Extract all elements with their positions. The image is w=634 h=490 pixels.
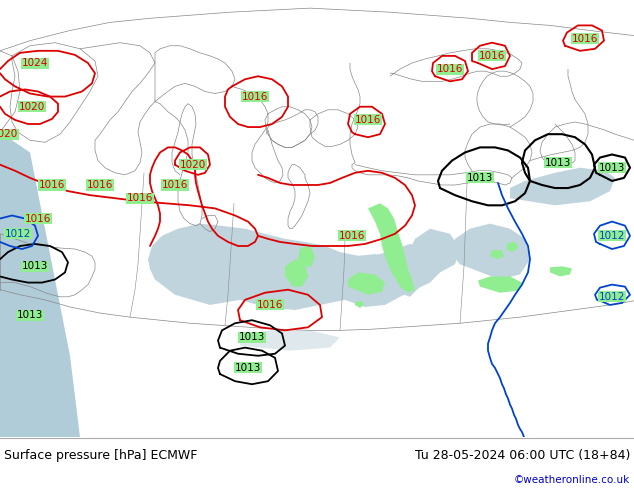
Text: 1016: 1016 — [39, 180, 65, 190]
Text: 1013: 1013 — [467, 173, 493, 183]
Text: 1016: 1016 — [572, 34, 598, 44]
Polygon shape — [390, 270, 420, 297]
Polygon shape — [148, 223, 445, 310]
Text: Tu 28-05-2024 06:00 UTC (18+84): Tu 28-05-2024 06:00 UTC (18+84) — [415, 448, 630, 462]
Polygon shape — [490, 250, 504, 259]
Text: 1016: 1016 — [479, 51, 505, 61]
Polygon shape — [506, 242, 518, 252]
Polygon shape — [510, 168, 615, 205]
Polygon shape — [450, 223, 530, 279]
Text: 1013: 1013 — [22, 261, 48, 271]
Text: 1016: 1016 — [162, 180, 188, 190]
Text: 1016: 1016 — [87, 180, 113, 190]
Text: 1013: 1013 — [235, 363, 261, 373]
Polygon shape — [298, 246, 315, 266]
Polygon shape — [285, 259, 308, 287]
Text: 1024: 1024 — [22, 58, 48, 68]
Text: 1016: 1016 — [355, 115, 381, 125]
Text: 1016: 1016 — [25, 214, 51, 223]
Text: 1016: 1016 — [242, 92, 268, 101]
Text: 1013: 1013 — [545, 158, 571, 168]
Polygon shape — [550, 266, 572, 276]
Polygon shape — [240, 330, 340, 351]
Text: 1013: 1013 — [598, 163, 625, 172]
Text: 1012: 1012 — [598, 231, 625, 241]
Text: 1020: 1020 — [0, 129, 18, 139]
Text: 1012: 1012 — [598, 292, 625, 302]
Text: 1013: 1013 — [239, 333, 265, 343]
Polygon shape — [410, 229, 460, 272]
Polygon shape — [348, 272, 385, 295]
Text: 1012: 1012 — [5, 229, 31, 239]
Polygon shape — [340, 254, 390, 287]
Text: 1016: 1016 — [257, 300, 283, 310]
Polygon shape — [478, 276, 522, 293]
Text: 1016: 1016 — [127, 193, 153, 203]
Polygon shape — [368, 203, 415, 293]
Text: 1020: 1020 — [180, 160, 206, 170]
Polygon shape — [0, 132, 80, 437]
Polygon shape — [355, 301, 364, 308]
Text: 1020: 1020 — [19, 102, 45, 112]
Text: 1016: 1016 — [437, 64, 463, 74]
Text: Surface pressure [hPa] ECMWF: Surface pressure [hPa] ECMWF — [4, 448, 197, 462]
Text: 1013: 1013 — [17, 310, 43, 320]
Text: ©weatheronline.co.uk: ©weatheronline.co.uk — [514, 475, 630, 485]
Text: 1016: 1016 — [339, 231, 365, 241]
